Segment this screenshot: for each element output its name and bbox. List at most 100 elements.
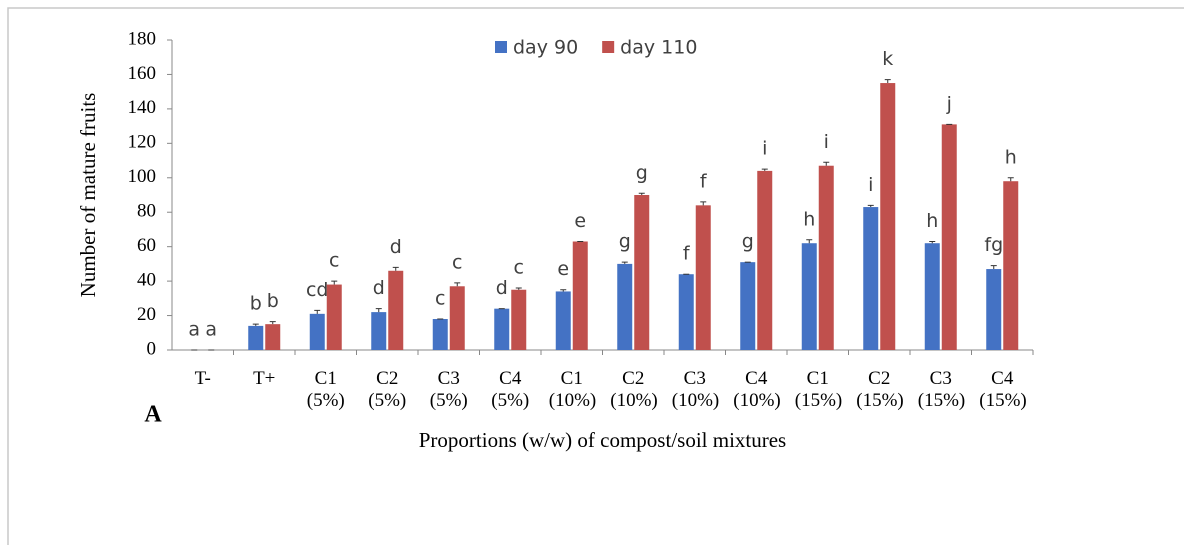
x-tick-label: C1 (15%) (794, 368, 843, 411)
bar (555, 291, 571, 350)
legend-label: day 110 (620, 37, 697, 59)
x-tick-label: C4 (5%) (491, 368, 530, 411)
significance-letter: f (700, 170, 708, 192)
bar (326, 284, 342, 350)
y-tick-label: 100 (128, 166, 157, 187)
error-bar (806, 239, 813, 244)
x-tick-label: T- (194, 368, 211, 389)
significance-letter: g (619, 231, 631, 253)
x-tick-label: C3 (15%) (917, 368, 966, 411)
x-tick-label: C2 (10%) (610, 368, 658, 411)
error-bar (314, 309, 321, 314)
bar (740, 262, 756, 350)
error-bar (867, 204, 874, 208)
x-tick-label: C2 (15%) (856, 368, 904, 411)
significance-letter: fg (984, 234, 1003, 256)
error-bar (392, 266, 399, 271)
bar (1003, 181, 1019, 350)
significance-letter: d (390, 236, 402, 258)
error-bar (884, 79, 891, 84)
y-tick-label: 140 (128, 97, 157, 118)
x-tick-label: C3 (10%) (671, 368, 720, 411)
significance-letter: e (574, 210, 586, 232)
bar (941, 124, 957, 350)
bar (801, 243, 817, 350)
bar (248, 325, 264, 350)
significance-letter: d (373, 277, 385, 299)
significance-letter: c (435, 288, 445, 310)
error-bar (375, 308, 382, 313)
x-tick-label: C2 (5%) (368, 368, 407, 411)
bar (924, 243, 940, 350)
bar (371, 312, 387, 350)
x-tick-label: C4 (10%) (733, 368, 781, 411)
panel-label: A (144, 402, 162, 428)
bar (678, 274, 694, 350)
error-bar (621, 261, 628, 264)
y-tick-label: 180 (128, 28, 157, 49)
error-bar (929, 241, 936, 244)
significance-letter: i (868, 174, 873, 196)
bar (449, 286, 465, 350)
significance-letter: j (946, 93, 952, 115)
error-bar (1007, 177, 1014, 182)
y-tick-label: 20 (137, 304, 156, 325)
bar (863, 207, 879, 350)
y-axis-label: Number of mature fruits (76, 93, 100, 298)
y-tick-label: 160 (128, 63, 157, 84)
bar (572, 241, 588, 350)
bar (511, 289, 527, 350)
error-bar (990, 265, 997, 270)
legend-swatch (495, 41, 507, 53)
error-bar (700, 201, 707, 206)
significance-letter: g (636, 162, 648, 184)
x-tick-label: T+ (253, 368, 276, 389)
frame (7, 7, 1184, 545)
error-bar (331, 280, 338, 285)
legend-swatch (602, 41, 615, 53)
significance-letter: c (514, 257, 524, 279)
bar (634, 195, 650, 350)
y-tick-label: 60 (137, 235, 156, 256)
significance-letter: d (496, 277, 508, 299)
bar (388, 270, 404, 350)
significance-letter: e (557, 258, 569, 280)
significance-letter: i (824, 131, 829, 153)
significance-letter: h (1005, 146, 1017, 168)
significance-letter: f (683, 243, 691, 265)
significance-letter: c (452, 251, 462, 273)
error-bar (761, 168, 768, 171)
x-tick-label: C1 (5%) (306, 368, 345, 411)
error-bar (638, 192, 645, 195)
bar (695, 205, 711, 350)
significance-letter: i (762, 138, 767, 160)
x-tick-label: C4 (15%) (979, 368, 1027, 411)
bar (617, 263, 633, 350)
significance-letter: k (882, 48, 893, 70)
legend-label: day 90 (513, 37, 578, 59)
error-bar (252, 323, 259, 326)
significance-letter: a (205, 319, 217, 341)
significance-letter: h (926, 210, 938, 232)
bar (432, 319, 448, 350)
y-tick-label: 0 (147, 338, 157, 359)
significance-letter: c (329, 250, 339, 272)
y-tick-label: 40 (137, 269, 156, 290)
significance-letter: b (267, 290, 279, 312)
bar (880, 83, 896, 351)
bar (986, 269, 1002, 350)
x-tick-label: C3 (5%) (429, 368, 468, 411)
x-axis-label: Proportions (w/w) of compost/soil mixtur… (418, 428, 787, 452)
bar (265, 324, 281, 350)
y-tick-label: 120 (128, 132, 157, 153)
significance-letter: g (742, 231, 754, 253)
error-bar (515, 287, 522, 290)
error-bar (269, 321, 276, 325)
error-bar (823, 161, 830, 166)
bar (818, 165, 834, 350)
y-tick-label: 80 (137, 201, 156, 222)
error-bar (560, 289, 567, 292)
significance-letter: cd (306, 279, 329, 301)
